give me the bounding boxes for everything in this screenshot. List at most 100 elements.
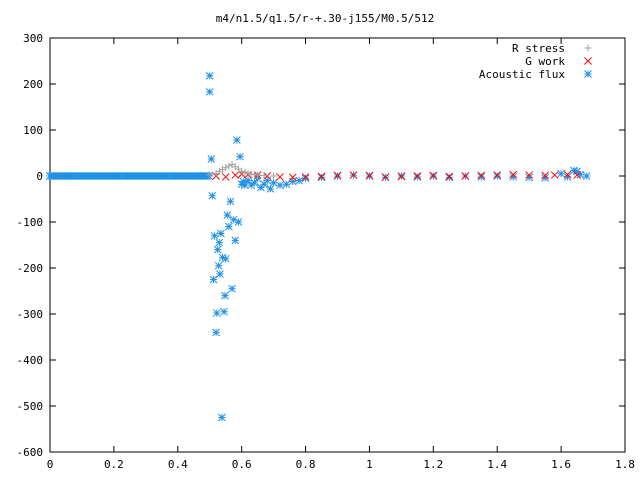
data-point-acoustic-flux — [276, 181, 284, 190]
marker-stroke — [228, 284, 236, 293]
data-point-r-stress — [254, 171, 262, 179]
marker-stroke — [381, 173, 390, 181]
marker-stroke — [221, 254, 230, 263]
data-point-acoustic-flux — [295, 176, 304, 185]
x-tick-label: 0.4 — [168, 458, 188, 471]
marker-stroke — [208, 191, 217, 200]
data-point-acoustic-flux — [223, 211, 232, 219]
marker-stroke — [477, 173, 486, 181]
data-point-acoustic-flux — [216, 270, 224, 278]
marker-stroke — [584, 70, 592, 78]
data-point-acoustic-flux — [199, 172, 208, 180]
marker-stroke — [573, 171, 581, 179]
legend-label: G work — [525, 55, 565, 68]
data-point-g-work — [445, 172, 454, 181]
data-point-acoustic-flux — [110, 172, 118, 180]
marker-stroke — [46, 172, 54, 180]
data-point-r-stress — [238, 167, 246, 175]
data-point-acoustic-flux — [212, 328, 220, 337]
chart-title: m4/n1.5/q1.5/r-+.30-j155/M0.5/512 — [216, 12, 435, 25]
marker-stroke — [231, 236, 240, 245]
marker-stroke — [189, 172, 198, 180]
data-point-r-stress — [206, 171, 214, 179]
marker-stroke — [233, 136, 241, 144]
marker-stroke — [509, 173, 518, 181]
marker-stroke — [509, 170, 518, 179]
data-point-acoustic-flux — [126, 172, 134, 180]
data-point-acoustic-flux — [221, 291, 229, 300]
data-point-r-stress — [241, 168, 249, 176]
data-point-acoustic-flux — [226, 197, 235, 206]
data-point-acoustic-flux — [225, 222, 233, 231]
marker-stroke — [213, 245, 222, 254]
marker-stroke — [413, 173, 422, 181]
data-point-r-stress — [219, 166, 226, 174]
data-point-g-work — [550, 171, 559, 179]
marker-stroke — [576, 170, 585, 179]
marker-stroke — [445, 172, 454, 181]
y-tick-label: -500 — [17, 400, 44, 413]
marker-stroke — [221, 291, 229, 300]
marker-stroke — [218, 413, 226, 422]
data-point-r-stress — [222, 164, 230, 172]
marker-stroke — [216, 270, 224, 278]
data-point-g-work — [221, 173, 230, 181]
data-point-acoustic-flux — [582, 172, 591, 180]
plot-border — [49, 37, 626, 453]
marker-stroke — [212, 328, 220, 337]
series-acoustic-flux — [46, 71, 591, 422]
marker-stroke — [214, 261, 223, 270]
data-point-g-work — [397, 172, 406, 181]
data-point-acoustic-flux — [477, 173, 486, 181]
data-point-acoustic-flux — [233, 136, 241, 144]
data-point-acoustic-flux — [157, 172, 166, 180]
data-point-acoustic-flux — [78, 172, 86, 180]
marker-stroke — [217, 229, 225, 238]
marker-stroke — [236, 152, 244, 161]
marker-stroke — [220, 307, 228, 316]
data-point-g-work — [509, 170, 518, 179]
marker-stroke — [276, 181, 284, 190]
y-tick-label: 300 — [23, 32, 43, 45]
data-point-acoustic-flux — [210, 231, 219, 240]
series-g-work — [212, 170, 581, 182]
marker-stroke — [525, 171, 534, 179]
marker-stroke — [205, 87, 214, 96]
data-point-acoustic-flux — [236, 152, 244, 161]
marker-stroke — [173, 172, 182, 180]
marker-stroke — [205, 71, 214, 80]
x-tick-label: 0.2 — [104, 458, 124, 471]
data-point-acoustic-flux — [576, 170, 585, 179]
x-tick-label: 0.6 — [232, 458, 252, 471]
data-point-acoustic-flux — [282, 180, 291, 189]
data-point-acoustic-flux — [221, 254, 230, 263]
marker-stroke — [241, 181, 249, 190]
data-point-g-work — [231, 171, 240, 179]
legend-marker — [584, 44, 592, 52]
data-point-g-work — [317, 172, 326, 181]
marker-stroke — [429, 171, 438, 180]
data-point-acoustic-flux — [141, 172, 150, 180]
plot-area — [46, 71, 591, 422]
marker-stroke — [234, 218, 243, 226]
marker-stroke — [550, 171, 559, 179]
legend-label: R stress — [512, 42, 565, 55]
data-point-acoustic-flux — [234, 218, 243, 226]
marker-stroke — [349, 171, 358, 179]
data-point-acoustic-flux — [288, 177, 297, 186]
marker-stroke — [563, 173, 572, 181]
marker-stroke — [461, 172, 470, 180]
x-tick-label: 1.4 — [487, 458, 507, 471]
data-point-acoustic-flux — [94, 172, 102, 180]
data-point-g-work — [477, 171, 486, 180]
marker-stroke — [301, 173, 310, 181]
marker-stroke — [276, 173, 284, 181]
data-point-acoustic-flux — [244, 176, 252, 185]
marker-stroke — [94, 172, 102, 180]
x-tick-label: 0.8 — [296, 458, 316, 471]
marker-stroke — [244, 176, 252, 185]
marker-stroke — [570, 166, 578, 175]
